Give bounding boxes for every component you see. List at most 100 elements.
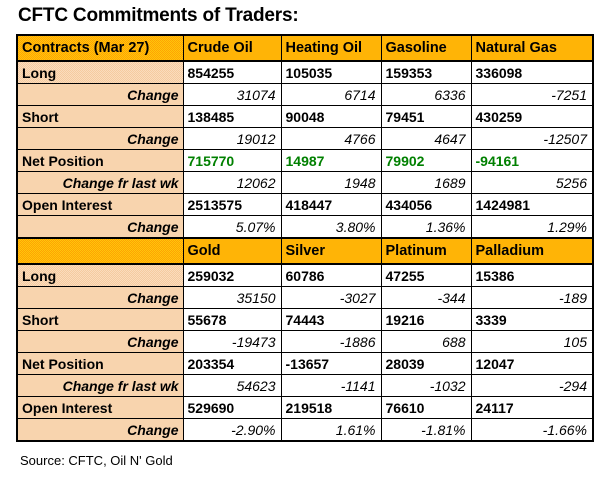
table-row-long-change: Change 31074 6714 6336 -7251: [16, 83, 594, 106]
value-cell: -1141: [280, 374, 382, 397]
value-cell: 6336: [380, 83, 472, 106]
column-header-palladium: Palladium: [470, 237, 594, 265]
row-label: Open Interest: [16, 193, 184, 216]
value-cell: -1.81%: [380, 418, 472, 442]
section-metals-header-row: Gold Silver Platinum Palladium: [16, 237, 594, 265]
value-cell: 4647: [380, 127, 472, 150]
column-header-silver: Silver: [280, 237, 382, 265]
value-cell: 434056: [380, 193, 472, 216]
value-cell: 19216: [380, 308, 472, 331]
value-cell: 418447: [280, 193, 382, 216]
value-cell: 90048: [280, 105, 382, 128]
column-header-crude-oil: Crude Oil: [182, 34, 282, 62]
table-row-net-position-change: Change fr last wk 12062 1948 1689 5256: [16, 171, 594, 194]
value-cell: 688: [380, 330, 472, 353]
value-cell: 138485: [182, 105, 282, 128]
column-header-gold: Gold: [182, 237, 282, 265]
value-cell: 12062: [182, 171, 282, 194]
value-cell: 5.07%: [182, 215, 282, 239]
row-label: Change fr last wk: [16, 374, 184, 397]
table-row-short-change: Change 19012 4766 4647 -12507: [16, 127, 594, 150]
table-row-long: Long 259032 60786 47255 15386: [16, 263, 594, 287]
value-cell: 219518: [280, 396, 382, 419]
table-row-net-position-change: Change fr last wk 54623 -1141 -1032 -294: [16, 374, 594, 397]
value-cell: 79902: [380, 149, 472, 172]
column-header-natural-gas: Natural Gas: [470, 34, 594, 62]
value-cell: 529690: [182, 396, 282, 419]
cot-table: Contracts (Mar 27) Crude Oil Heating Oil…: [16, 34, 594, 442]
value-cell: 430259: [470, 105, 594, 128]
row-label: Change: [16, 83, 184, 106]
value-cell: 1.29%: [470, 215, 594, 239]
table-row-open-interest: Open Interest 2513575 418447 434056 1424…: [16, 193, 594, 216]
table-row-open-interest: Open Interest 529690 219518 76610 24117: [16, 396, 594, 419]
value-cell: 1948: [280, 171, 382, 194]
value-cell: 5256: [470, 171, 594, 194]
value-cell: 3.80%: [280, 215, 382, 239]
table-row-open-interest-change: Change -2.90% 1.61% -1.81% -1.66%: [16, 418, 594, 442]
value-cell: -12507: [470, 127, 594, 150]
value-cell: 105: [470, 330, 594, 353]
row-label: Long: [16, 263, 184, 287]
value-cell: 159353: [380, 60, 472, 84]
value-cell: 203354: [182, 352, 282, 375]
value-cell: -344: [380, 286, 472, 309]
value-cell: 6714: [280, 83, 382, 106]
row-label: Short: [16, 105, 184, 128]
value-cell: 105035: [280, 60, 382, 84]
value-cell: 12047: [470, 352, 594, 375]
value-cell: 1689: [380, 171, 472, 194]
value-cell: 15386: [470, 263, 594, 287]
value-cell: -1886: [280, 330, 382, 353]
value-cell: 715770: [182, 149, 282, 172]
row-label: Change: [16, 418, 184, 442]
value-cell: -7251: [470, 83, 594, 106]
row-label: Change: [16, 215, 184, 239]
value-cell: -2.90%: [182, 418, 282, 442]
value-cell: 47255: [380, 263, 472, 287]
source-note: Source: CFTC, Oil N' Gold: [20, 453, 173, 468]
value-cell: 1.36%: [380, 215, 472, 239]
value-cell: 28039: [380, 352, 472, 375]
table-row-long-change: Change 35150 -3027 -344 -189: [16, 286, 594, 309]
value-cell: 1.61%: [280, 418, 382, 442]
value-cell: -19473: [182, 330, 282, 353]
value-cell: 60786: [280, 263, 382, 287]
value-cell: 19012: [182, 127, 282, 150]
row-label: Change fr last wk: [16, 171, 184, 194]
value-cell: -294: [470, 374, 594, 397]
value-cell: 336098: [470, 60, 594, 84]
value-cell: 55678: [182, 308, 282, 331]
table-row-short-change: Change -19473 -1886 688 105: [16, 330, 594, 353]
row-label: Change: [16, 127, 184, 150]
column-header-heating-oil: Heating Oil: [280, 34, 382, 62]
value-cell: 35150: [182, 286, 282, 309]
value-cell: -1032: [380, 374, 472, 397]
row-label: Long: [16, 60, 184, 84]
row-label: Change: [16, 330, 184, 353]
value-cell: 2513575: [182, 193, 282, 216]
value-cell: 1424981: [470, 193, 594, 216]
table-row-short: Short 138485 90048 79451 430259: [16, 105, 594, 128]
value-cell: 54623: [182, 374, 282, 397]
column-header-gasoline: Gasoline: [380, 34, 472, 62]
value-cell: -94161: [470, 149, 594, 172]
column-header-blank: [16, 237, 184, 265]
page-title: CFTC Commitments of Traders:: [18, 5, 299, 26]
value-cell: 79451: [380, 105, 472, 128]
table-row-long: Long 854255 105035 159353 336098: [16, 60, 594, 84]
cot-report-page: CFTC Commitments of Traders: Contracts (…: [16, 5, 594, 468]
column-header-platinum: Platinum: [380, 237, 472, 265]
value-cell: 24117: [470, 396, 594, 419]
table-row-open-interest-change: Change 5.07% 3.80% 1.36% 1.29%: [16, 215, 594, 239]
row-label: Net Position: [16, 149, 184, 172]
value-cell: -13657: [280, 352, 382, 375]
value-cell: 4766: [280, 127, 382, 150]
value-cell: 14987: [280, 149, 382, 172]
value-cell: 31074: [182, 83, 282, 106]
value-cell: -3027: [280, 286, 382, 309]
row-label: Change: [16, 286, 184, 309]
row-label: Open Interest: [16, 396, 184, 419]
table-row-net-position: Net Position 203354 -13657 28039 12047: [16, 352, 594, 375]
value-cell: 74443: [280, 308, 382, 331]
